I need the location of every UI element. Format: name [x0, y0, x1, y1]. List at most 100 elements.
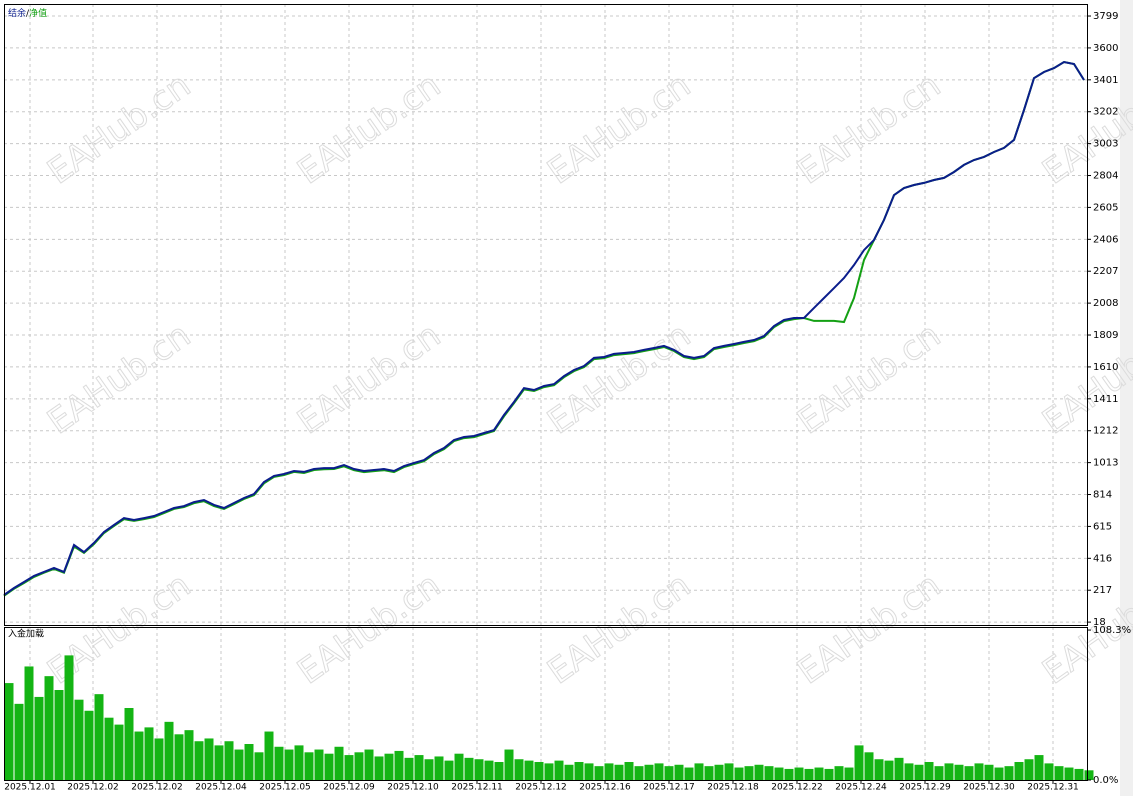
load-bar	[1004, 766, 1014, 780]
legend-entry: 结余	[8, 7, 26, 19]
load-bar	[304, 752, 314, 780]
load-bar	[164, 721, 174, 780]
load-bar	[1074, 768, 1084, 780]
y-tick-label: 2008	[1093, 298, 1118, 309]
load-bar	[904, 763, 914, 780]
load-bar	[454, 753, 464, 780]
x-tick-label: 2025.12.29	[899, 783, 951, 793]
load-bar	[964, 766, 974, 780]
x-tick-label: 2025.12.04	[195, 783, 247, 793]
load-bar	[204, 738, 214, 780]
load-bar	[414, 755, 424, 780]
load-bar	[934, 766, 944, 780]
load-bar	[334, 746, 344, 780]
watermark: EAHub.cn	[540, 315, 698, 442]
load-bar	[514, 759, 524, 780]
x-tick-label: 2025.12.17	[643, 783, 695, 793]
y-tick-label: 18	[1093, 617, 1106, 628]
load-bar	[684, 767, 694, 780]
load-bar	[134, 731, 144, 780]
load-bar	[194, 741, 204, 780]
load-bar	[324, 753, 334, 780]
watermark: EAHub.cn	[790, 565, 948, 692]
load-bar	[1044, 763, 1054, 780]
load-bar	[784, 768, 794, 780]
load-bar	[754, 764, 764, 780]
legend-separator: /	[26, 9, 30, 19]
x-tick-label: 2025.12.09	[323, 783, 375, 793]
load-bar	[994, 767, 1004, 780]
load-bar	[874, 759, 884, 780]
load-bar	[234, 749, 244, 780]
load-bar	[624, 762, 634, 780]
load-bar	[884, 760, 894, 780]
x-tick-label: 2025.12.31	[1027, 783, 1079, 793]
load-bar	[374, 756, 384, 780]
load-bar	[114, 724, 124, 780]
load-bar	[674, 764, 684, 780]
load-bar	[564, 764, 574, 780]
load-bar	[1054, 766, 1064, 780]
x-tick-label: 2025.12.22	[771, 783, 823, 793]
load-bar	[764, 766, 774, 780]
load-bar	[694, 763, 704, 780]
load-bar	[74, 699, 84, 780]
main-panel-frame	[4, 4, 1088, 626]
load-bar	[804, 768, 814, 780]
load-bar	[714, 764, 724, 780]
x-tick-label: 2025.12.12	[515, 783, 567, 793]
load-bar	[924, 762, 934, 780]
load-bar	[864, 752, 874, 780]
scrollbar	[1120, 0, 1133, 796]
load-bar	[734, 767, 744, 780]
load-bar	[294, 745, 304, 780]
load-bar	[534, 762, 544, 780]
load-bar	[224, 741, 234, 780]
load-bar	[814, 767, 824, 780]
load-bar	[84, 710, 94, 780]
watermark: EAHub.cn	[290, 565, 448, 692]
load-bar	[1024, 759, 1034, 780]
load-bar	[544, 763, 554, 780]
load-bar	[914, 764, 924, 780]
load-bar	[494, 762, 504, 780]
load-bar	[124, 708, 134, 780]
load-bar	[974, 763, 984, 780]
load-bar	[984, 764, 994, 780]
load-bar	[654, 763, 664, 780]
x-tick-label: 2025.12.05	[259, 783, 311, 793]
y-tick-label: 1013	[1093, 458, 1118, 469]
load-bar	[484, 760, 494, 780]
load-bar	[54, 690, 64, 780]
y-tick-label: 2406	[1093, 234, 1118, 245]
load-bar	[724, 763, 734, 780]
x-tick-label: 2025.12.02	[131, 783, 183, 793]
x-tick-label: 2025.12.10	[387, 783, 439, 793]
watermark: EAHub.cn	[290, 65, 448, 192]
load-bar	[4, 683, 14, 780]
load-bar	[474, 759, 484, 780]
load-bar	[954, 764, 964, 780]
load-bar	[44, 676, 54, 780]
load-bar	[264, 731, 274, 780]
y-tick-label: 615	[1093, 521, 1112, 532]
load-bar	[614, 764, 624, 780]
load-bar	[24, 666, 34, 780]
y-tick-label: 814	[1093, 490, 1112, 501]
y-tick-label: 1809	[1093, 330, 1118, 341]
load-bar	[284, 749, 294, 780]
load-bar	[584, 763, 594, 780]
watermark: EAHub.cn	[40, 65, 198, 192]
panel-title: 入金加载	[8, 628, 44, 640]
x-tick-label: 2025.12.18	[707, 783, 759, 793]
y-tick-label: 3799	[1093, 11, 1118, 22]
load-bar	[554, 760, 564, 780]
x-tick-label: 2025.12.16	[579, 783, 631, 793]
load-bar	[854, 745, 864, 780]
load-bar	[824, 768, 834, 780]
load-bar	[94, 694, 104, 780]
y-tick-label: 3003	[1093, 139, 1118, 150]
load-bar	[104, 717, 114, 780]
load-bar	[594, 766, 604, 780]
